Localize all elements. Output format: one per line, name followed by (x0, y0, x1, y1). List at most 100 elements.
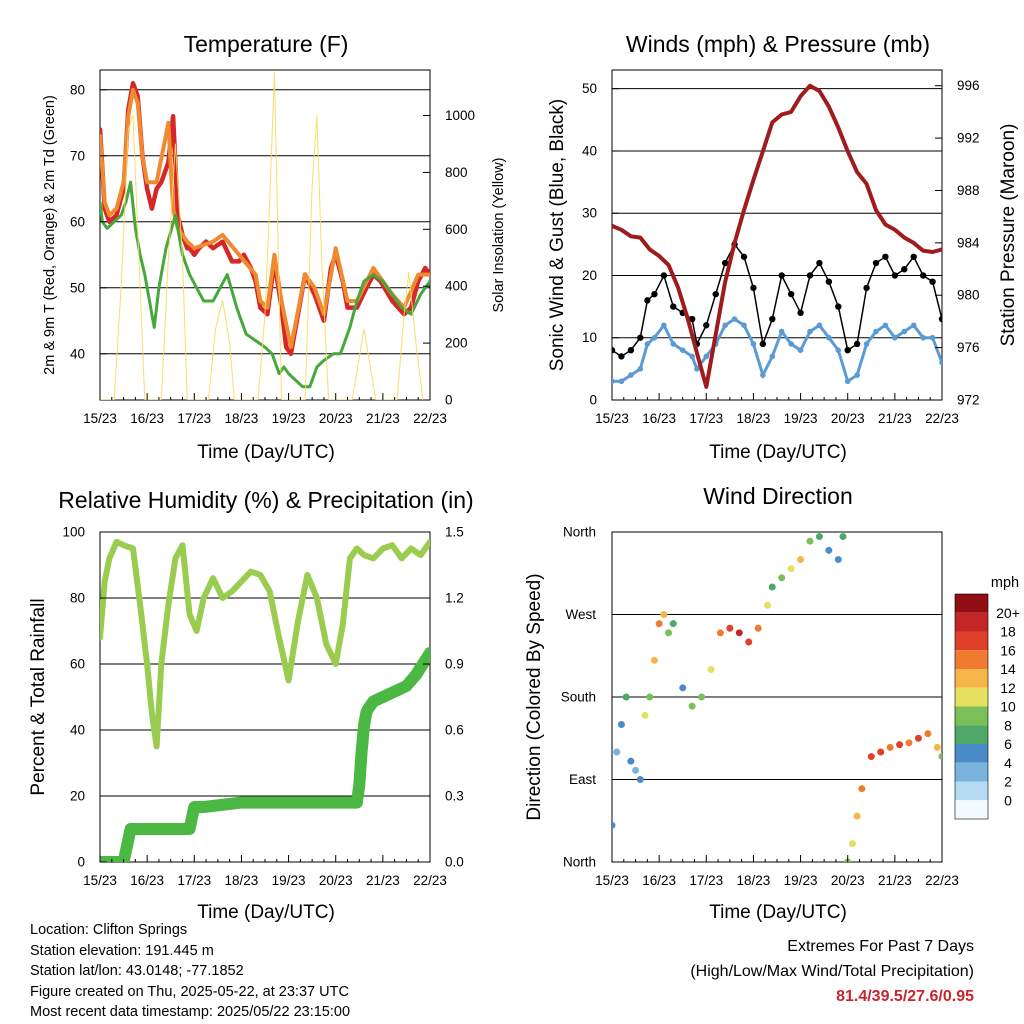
direction-point (933, 743, 941, 751)
x-tick-label: 20/23 (319, 411, 353, 426)
direction-point (617, 721, 625, 728)
x-tick-label: 22/23 (413, 411, 447, 426)
y-tick-label: South (561, 690, 596, 705)
x-tick-label: 16/23 (642, 873, 676, 888)
extremes-box: Extremes For Past 7 Days (High/Low/Max W… (690, 934, 974, 1009)
y2-tick-label: 988 (957, 183, 980, 198)
direction-point (914, 734, 922, 742)
y2-tick-label: 0 (445, 393, 453, 408)
recent-timestamp: Most recent data timestamp: 2025/05/22 2… (30, 1004, 351, 1020)
direction-title: Wind Direction (703, 483, 853, 509)
y-tick-label: 100 (62, 525, 85, 540)
direction-point (679, 684, 687, 692)
y2-tick-label: 800 (445, 165, 468, 180)
colorbar-swatch (955, 594, 988, 613)
direction-point (726, 624, 734, 632)
y2-tick-label: 1.5 (445, 525, 464, 540)
direction-point (632, 766, 640, 774)
direction-point (716, 629, 724, 637)
direction-point (858, 785, 866, 793)
colorbar-label: 12 (1000, 680, 1016, 696)
direction-point (650, 656, 658, 664)
colorbar-swatch (955, 800, 988, 819)
y2-tick-label: 0.0 (445, 855, 464, 870)
colorbar-label: 4 (1004, 755, 1012, 771)
x-tick-label: 15/23 (83, 873, 117, 888)
x-tick-label: 15/23 (595, 873, 629, 888)
series-line-wind (612, 317, 942, 384)
x-tick-label: 20/23 (831, 411, 865, 426)
direction-point (839, 533, 847, 541)
y2-tick-label: 976 (957, 340, 980, 355)
direction-panel: Wind Direction 15/23 16/23 17/23 18/23 19/23… (524, 483, 1020, 923)
humidity-series (100, 538, 430, 862)
y-tick-label: 80 (70, 591, 85, 606)
y-tick-label: 10 (582, 330, 597, 345)
y2-tick-label: 984 (957, 235, 980, 250)
colorbar-label: 16 (1000, 642, 1016, 658)
direction-point (641, 711, 649, 719)
station-latlon: Station lat/lon: 43.0148; -77.1852 (30, 963, 244, 979)
direction-point (886, 743, 894, 751)
colorbar-swatch (955, 725, 988, 744)
colorbar-swatch (955, 669, 988, 688)
winds-ticks: 15/23 16/23 17/23 18/23 19/23 20/23 21/23 22/23… (582, 78, 980, 426)
figure-created: Figure created on Thu, 2025-05-22, at 23… (30, 983, 349, 1000)
extremes-title: Extremes For Past 7 Days (787, 938, 974, 955)
y2-tick-label: 400 (445, 279, 468, 294)
x-tick-label: 22/23 (413, 873, 447, 888)
y-tick-label: 20 (582, 268, 597, 283)
colorbar-frame (954, 593, 989, 820)
y-tick-label: 60 (70, 657, 85, 672)
colorbar-swatch (955, 762, 988, 782)
direction-point (806, 537, 814, 545)
y-tick-label: 70 (70, 148, 85, 163)
direction-gridlines (612, 614, 942, 780)
colorbar-label: 20+ (996, 605, 1020, 621)
colorbar-label: 0 (1004, 792, 1012, 808)
colorbar-title: mph (991, 575, 1019, 591)
y2-tick-label: 0.3 (445, 789, 464, 804)
series-line-gust (612, 242, 942, 358)
temperature-ylabel-left: 2m & 9m T (Red, Orange) & 2m Td (Green) (42, 95, 58, 375)
series-line-pressure (612, 83, 942, 389)
colorbar-label: 14 (1000, 661, 1016, 677)
y-tick-label: 40 (70, 723, 85, 738)
y-tick-label: 40 (582, 143, 597, 158)
colorbar-swatch (955, 687, 988, 707)
temperature-title: Temperature (F) (184, 31, 349, 57)
colorbar-label: 8 (1004, 717, 1012, 733)
y-tick-label: 60 (70, 214, 85, 229)
y-tick-label: 20 (70, 789, 85, 804)
humidity-title: Relative Humidity (%) & Precipitation (i… (58, 487, 473, 513)
colorbar-swatch (955, 744, 988, 763)
colorbar-swatch (955, 781, 988, 801)
x-tick-label: 16/23 (130, 411, 164, 426)
direction-point (787, 565, 795, 573)
y-tick-label: 30 (582, 206, 597, 221)
direction-point (905, 739, 913, 747)
x-tick-label: 18/23 (225, 411, 259, 426)
winds-xlabel: Time (Day/UTC) (709, 442, 847, 463)
direction-point (665, 629, 673, 637)
direction-ylabel-left: Direction (Colored By Speed) (524, 573, 545, 820)
humidity-ylabel-left: Percent & Total Rainfall (28, 598, 49, 795)
y2-tick-label: 996 (957, 78, 980, 93)
direction-point (768, 583, 776, 591)
x-tick-label: 19/23 (272, 411, 306, 426)
y-tick-label: 0 (589, 393, 597, 408)
temperature-xlabel: Time (Day/UTC) (197, 442, 335, 463)
direction-point (613, 748, 621, 756)
x-tick-label: 19/23 (272, 873, 306, 888)
x-tick-label: 21/23 (366, 873, 400, 888)
x-tick-label: 19/23 (784, 873, 818, 888)
x-tick-label: 17/23 (177, 411, 211, 426)
direction-ticks: 15/23 16/23 17/23 18/23 19/23 20/23 21/23 22/23… (561, 525, 959, 889)
direction-point (825, 546, 833, 554)
humidity-panel: Relative Humidity (%) & Precipitation (i… (28, 487, 474, 923)
x-tick-label: 19/23 (784, 411, 818, 426)
x-tick-label: 22/23 (925, 411, 959, 426)
direction-point (612, 821, 616, 829)
x-tick-label: 21/23 (366, 411, 400, 426)
x-tick-label: 17/23 (177, 873, 211, 888)
